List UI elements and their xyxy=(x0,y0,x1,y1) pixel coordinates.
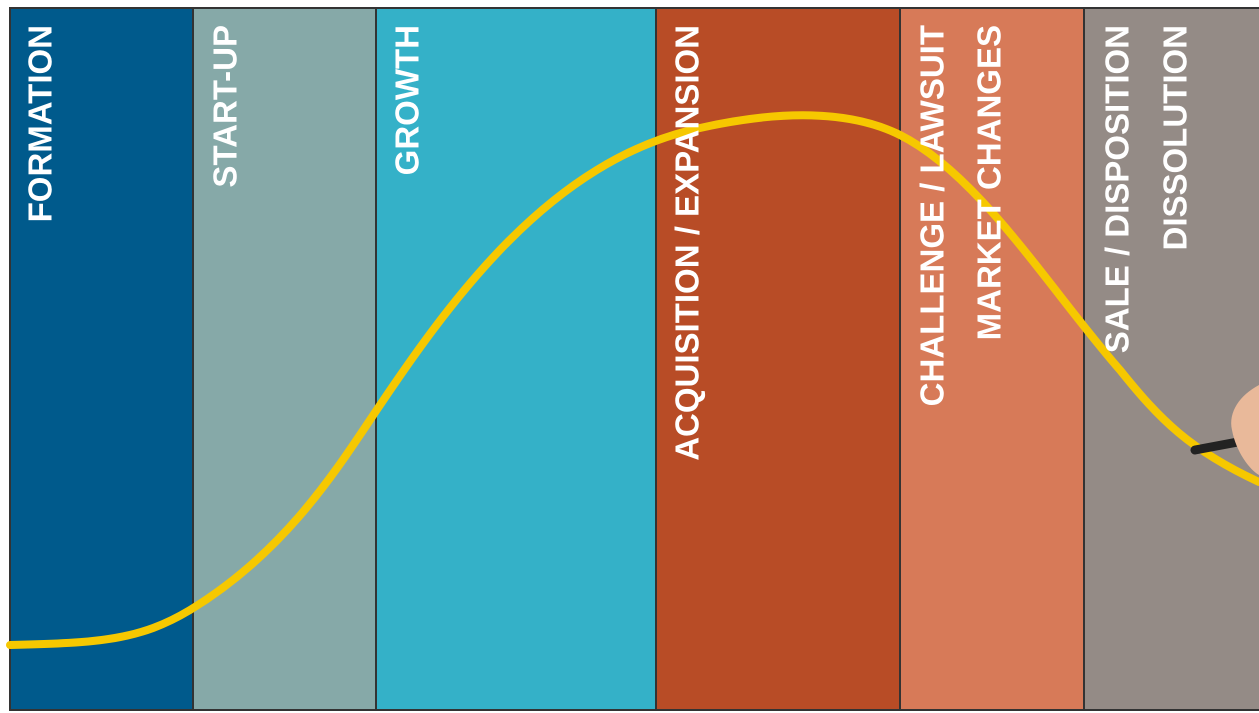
stage-label: MARKET CHANGES xyxy=(971,25,1008,340)
stage-start-up xyxy=(192,7,377,711)
stage-growth xyxy=(375,7,657,711)
stage-label: ACQUISITION / EXPANSION xyxy=(669,25,706,461)
stage-columns xyxy=(9,7,1259,711)
hand xyxy=(1231,385,1259,475)
stage-challenge xyxy=(899,7,1085,711)
stage-formation xyxy=(9,7,194,711)
stage-label: START-UP xyxy=(207,25,244,188)
lifecycle-curve xyxy=(6,111,1259,649)
stage-label: FORMATION xyxy=(22,25,59,222)
stage-label: CHALLENGE / LAWSUIT xyxy=(914,25,951,406)
stage-label: SALE / DISPOSITION xyxy=(1099,25,1136,353)
stage-label: DISSOLUTION xyxy=(1157,25,1194,251)
stage-labels: FORMATION START-UP GROWTH ACQUISITION / … xyxy=(22,25,1194,461)
stage-label: GROWTH xyxy=(389,25,426,175)
hand-with-pen xyxy=(1190,385,1259,475)
